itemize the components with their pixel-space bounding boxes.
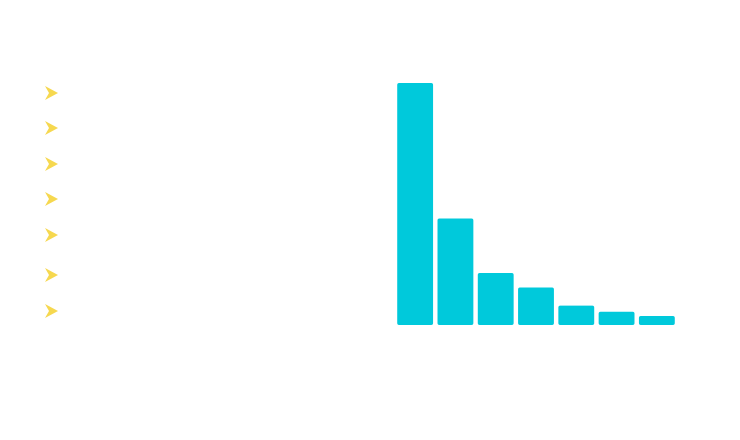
bar: [437, 218, 474, 325]
bullet: [45, 304, 58, 318]
bullet: [45, 228, 58, 242]
bullet-list: [45, 86, 58, 318]
bullet: [45, 86, 58, 100]
bullet: [45, 157, 58, 171]
chart: [397, 83, 675, 325]
bar: [397, 83, 434, 325]
bar: [638, 316, 675, 325]
bullet: [45, 121, 58, 135]
bar: [477, 272, 514, 325]
bar: [558, 305, 595, 325]
bullet: [45, 192, 58, 206]
bar: [518, 287, 554, 325]
bullet: [45, 268, 58, 282]
bar: [598, 311, 635, 325]
